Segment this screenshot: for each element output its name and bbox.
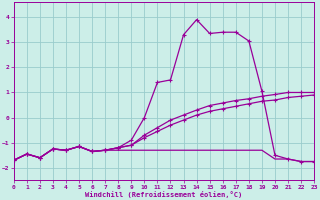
X-axis label: Windchill (Refroidissement éolien,°C): Windchill (Refroidissement éolien,°C) <box>85 191 243 198</box>
